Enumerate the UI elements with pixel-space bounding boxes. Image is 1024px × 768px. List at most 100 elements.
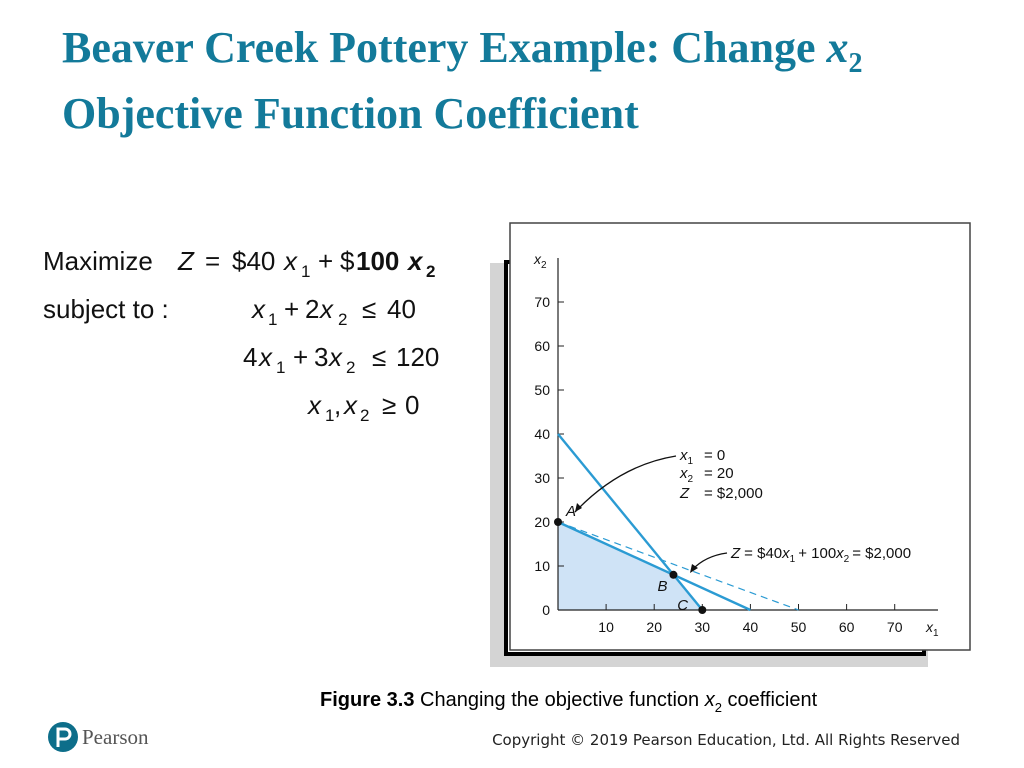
f: 2	[305, 294, 319, 324]
a: x	[679, 465, 688, 482]
y-tick-label: 70	[534, 294, 550, 310]
caption-label: Figure 3.3	[320, 689, 414, 711]
a: = $2,000	[704, 485, 763, 502]
caption-sub: 2	[715, 700, 722, 715]
arrow	[574, 455, 677, 513]
caption-text: Changing the objective function	[420, 689, 705, 711]
f: 2	[346, 358, 355, 377]
f: 100	[356, 246, 399, 276]
f: Maximize	[43, 246, 153, 276]
a: + 100	[798, 545, 836, 562]
arrowhead	[575, 503, 582, 512]
f: 3	[314, 342, 328, 372]
constraint: subject to : x 1 + 2 x 2 ≤ 40	[43, 294, 416, 331]
constraint: x 1 , x 2 ≥ 0	[306, 390, 419, 427]
objective: Maximize Z = $40 x 1 + $ 100 x 2	[43, 246, 435, 283]
f: 1	[276, 358, 285, 377]
x-tick-label: 60	[839, 619, 855, 635]
a: 2	[844, 554, 850, 565]
a: = $2,000	[852, 545, 911, 562]
feasible-region	[558, 522, 703, 610]
f: x	[406, 246, 424, 276]
a: Z	[730, 545, 741, 562]
a: = 0	[704, 447, 725, 464]
point-label: A	[565, 503, 576, 520]
point-label: C	[677, 597, 688, 614]
f: x	[250, 294, 266, 324]
caption-text: coefficient	[722, 689, 818, 711]
brand: Pearson	[82, 725, 149, 749]
title-sub: 2	[849, 48, 863, 79]
y-axis-label: x2	[533, 251, 547, 271]
point	[554, 518, 562, 526]
f: +	[318, 246, 333, 276]
y-axis-label-sub: 2	[541, 260, 547, 271]
logo	[48, 722, 78, 752]
arrowhead	[690, 564, 698, 573]
f: x	[282, 246, 298, 276]
title: Objective Function Coefficient	[62, 89, 639, 138]
f: ,	[334, 390, 341, 420]
f: 1	[325, 406, 334, 425]
f: 2	[338, 310, 347, 329]
f: x	[318, 294, 334, 324]
f: x	[257, 342, 273, 372]
a: x	[679, 447, 688, 464]
caption-var: x	[704, 689, 716, 711]
x-tick-label: 50	[791, 619, 807, 635]
x-tick-label: 20	[646, 619, 662, 635]
f: ≤	[372, 342, 386, 372]
f: 0	[405, 390, 419, 420]
f: x	[306, 390, 322, 420]
logo-mark	[56, 727, 72, 747]
f: 120	[396, 342, 439, 372]
a: 1	[688, 456, 694, 467]
f: +	[284, 294, 299, 324]
title: Beaver Creek Pottery Example: Change x2	[62, 23, 863, 79]
f: 4	[243, 342, 257, 372]
constraint-line	[557, 520, 751, 612]
constraint-line	[557, 521, 799, 611]
title-var: x	[826, 23, 849, 72]
f: 40	[387, 294, 416, 324]
a: = $40	[744, 545, 782, 562]
f: 2	[360, 406, 369, 425]
constraint: 4 x 1 + 3 x 2 ≤ 120	[243, 342, 439, 379]
y-tick-label: 20	[534, 514, 550, 530]
y-tick-label: 50	[534, 382, 550, 398]
f: ≥	[382, 390, 396, 420]
f: +	[293, 342, 308, 372]
a: Z	[679, 485, 690, 502]
a: x	[781, 545, 790, 562]
a: 2	[688, 474, 694, 485]
annotation: Z = $40x1 + 100x2 = $2,000	[730, 545, 911, 565]
f: ≤	[362, 294, 376, 324]
x-axis-label-sub: 1	[933, 628, 939, 639]
point	[669, 570, 678, 579]
title-text: Beaver Creek Pottery Example: Change	[62, 23, 816, 72]
f: $40	[232, 246, 275, 276]
f: subject to :	[43, 294, 169, 324]
f: 2	[426, 262, 435, 281]
y-tick-label: 0	[542, 602, 550, 618]
f: x	[342, 390, 358, 420]
point-label: B	[657, 578, 667, 595]
x-axis-label: x1	[925, 619, 939, 639]
y-tick-label: 30	[534, 470, 550, 486]
caption: Figure 3.3 Changing the objective functi…	[320, 689, 818, 715]
annotation: x1 = 0 x2 = 20 Z = $2,000	[679, 447, 763, 502]
f: Z	[177, 246, 195, 276]
x-tick-label: 10	[598, 619, 614, 635]
a: 1	[790, 554, 796, 565]
x-tick-label: 70	[887, 619, 903, 635]
f: 1	[301, 262, 310, 281]
a: x	[835, 545, 844, 562]
a: = 20	[704, 465, 734, 482]
x-tick-label: 40	[743, 619, 759, 635]
x-axis-label-var: x	[925, 619, 934, 635]
f: =	[205, 246, 220, 276]
y-tick-label: 10	[534, 558, 550, 574]
f: x	[327, 342, 343, 372]
f: $	[340, 246, 355, 276]
